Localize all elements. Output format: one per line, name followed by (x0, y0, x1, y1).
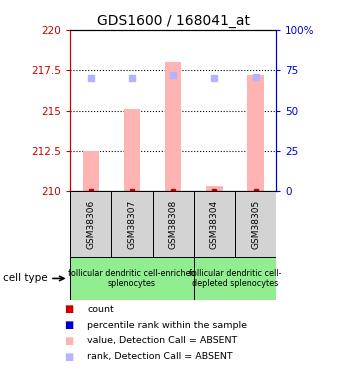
Text: GSM38305: GSM38305 (251, 200, 260, 249)
Text: GSM38308: GSM38308 (169, 200, 178, 249)
Text: follicular dendritic cell-enriched
splenocytes: follicular dendritic cell-enriched splen… (68, 269, 196, 288)
Text: count: count (87, 305, 114, 314)
Text: GSM38307: GSM38307 (128, 200, 137, 249)
Text: rank, Detection Call = ABSENT: rank, Detection Call = ABSENT (87, 352, 233, 361)
Bar (247, 75, 264, 191)
Text: GSM38304: GSM38304 (210, 200, 219, 249)
Text: ■: ■ (64, 352, 73, 362)
Bar (194, 191, 235, 257)
Text: follicular dendritic cell-
depleted splenocytes: follicular dendritic cell- depleted sple… (189, 269, 281, 288)
Bar (165, 62, 181, 191)
Bar (111, 191, 153, 257)
Bar (70, 257, 194, 300)
Bar (206, 186, 223, 191)
Text: ■: ■ (64, 320, 73, 330)
Text: value, Detection Call = ABSENT: value, Detection Call = ABSENT (87, 336, 238, 345)
Text: ■: ■ (64, 336, 73, 346)
Text: percentile rank within the sample: percentile rank within the sample (87, 321, 247, 330)
Bar (124, 109, 140, 191)
Bar (83, 151, 99, 191)
Bar (153, 191, 194, 257)
Text: GSM38306: GSM38306 (86, 200, 95, 249)
Bar (194, 257, 276, 300)
Bar (70, 191, 111, 257)
Text: cell type: cell type (3, 273, 48, 284)
Bar (235, 191, 276, 257)
Text: ■: ■ (64, 304, 73, 314)
Title: GDS1600 / 168041_at: GDS1600 / 168041_at (97, 13, 250, 28)
